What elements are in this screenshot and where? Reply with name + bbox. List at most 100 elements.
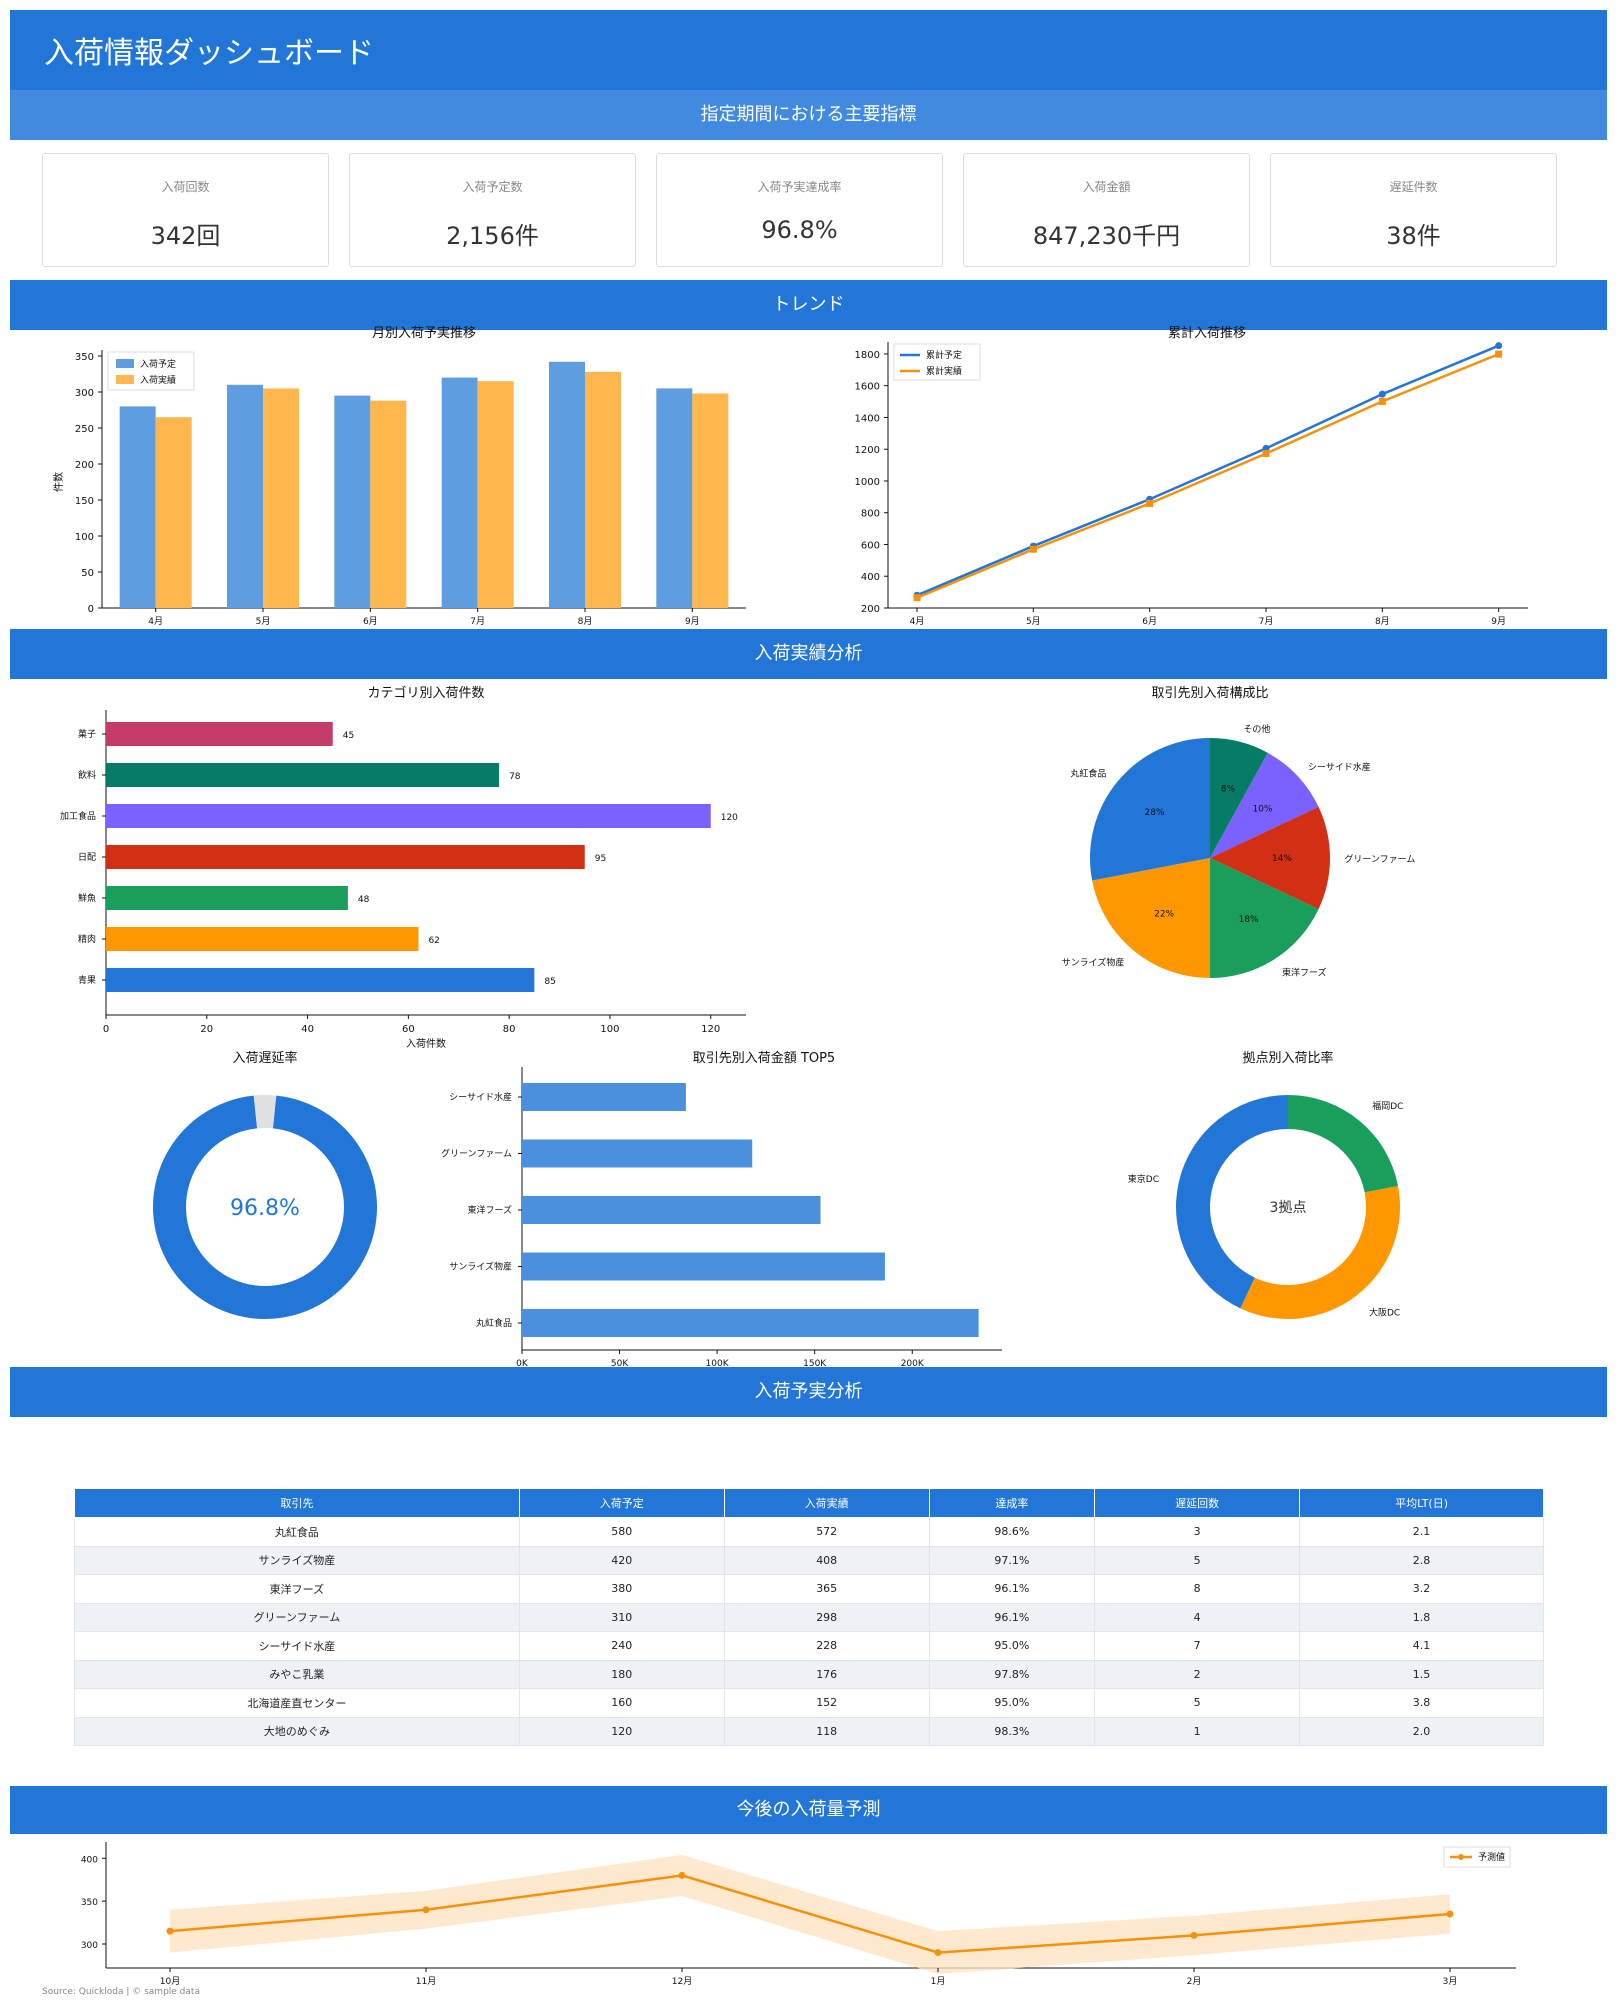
data-label: 45 <box>343 731 354 741</box>
bar <box>522 1309 979 1337</box>
y-tick-label: 1600 <box>855 382 880 393</box>
series-line <box>169 1874 1451 1954</box>
kpi-card: 入荷予定数 2,156件 <box>349 153 636 267</box>
segment-label: 大阪DC <box>1369 1306 1400 1318</box>
table-cell: 8 <box>1094 1574 1301 1604</box>
data-point <box>166 1927 174 1935</box>
slice-label: 東洋フーズ <box>1282 966 1327 978</box>
category-bar-chart: カテゴリ別入荷件数 45 菓子 78 飲料 120 加工食品 95 日配 48 鮮魚 62 精肉 85 青果… <box>60 685 746 1050</box>
delay-rate-donut-chart: 入荷遅延率 96.8% <box>153 1050 377 1319</box>
segment-label: 福岡DC <box>1372 1100 1403 1112</box>
slice-percent-label: 18% <box>1239 915 1259 925</box>
table-cell: 365 <box>723 1574 930 1604</box>
bar <box>522 1083 686 1111</box>
table-cell: 180 <box>518 1659 725 1689</box>
table-cell: 5 <box>1094 1688 1301 1718</box>
title-bar: 入荷情報ダッシュボード <box>10 10 1607 90</box>
section-header-forecast: 今後の入荷量予測 <box>10 1786 1607 1834</box>
x-axis-label: 入荷件数 <box>406 1037 446 1050</box>
table-cell: 丸紅食品 <box>74 1517 520 1547</box>
bar <box>441 377 478 608</box>
bar <box>263 388 299 608</box>
data-point <box>1446 1910 1454 1918</box>
chart-title: 取引先別入荷構成比 <box>1151 686 1268 701</box>
kpi-card: 入荷回数 342回 <box>42 153 329 267</box>
slice-label: シーサイド水産 <box>1308 761 1371 773</box>
slice-percent-label: 8% <box>1221 784 1236 794</box>
kpi-value: 847,230千円 <box>1032 222 1181 250</box>
table-cell: 東洋フーズ <box>74 1574 520 1604</box>
x-tick-label: 1月 <box>931 1976 946 1987</box>
supplier-table: 取引先 入荷予定 入荷実績 達成率 遅延回数 平均LT(日) 丸紅食品 580 … <box>74 1488 1544 1746</box>
x-tick-label: 7月 <box>470 616 485 627</box>
table-cell: 2.1 <box>1299 1517 1544 1547</box>
data-point <box>1495 342 1503 350</box>
table-cell: 98.3% <box>928 1716 1096 1746</box>
y-tick-label: 400 <box>861 572 880 583</box>
segment-label: 東京DC <box>1128 1173 1159 1185</box>
data-point <box>678 1871 686 1879</box>
pie-slice <box>1210 806 1330 910</box>
data-point <box>913 594 921 602</box>
table-header-cell: 入荷予定 <box>518 1488 725 1518</box>
legend-label: 累計予定 <box>926 349 962 361</box>
table-header-cell: 達成率 <box>928 1488 1096 1518</box>
slice-percent-label: 28% <box>1145 808 1165 818</box>
bar <box>106 886 348 910</box>
x-tick-label: 2月 <box>1187 1976 1202 1987</box>
y-tick-label: 日配 <box>78 852 96 863</box>
table-cell: 572 <box>723 1517 930 1547</box>
pie-slice <box>1210 858 1319 978</box>
table-row: サンライズ物産 420 408 97.1% 5 2.8 <box>74 1545 1544 1575</box>
y-tick-label: 1200 <box>855 445 880 456</box>
kpi-card: 遅延件数 38件 <box>1270 153 1557 267</box>
series-line <box>916 344 1500 597</box>
data-point <box>1495 350 1503 358</box>
donut-segment <box>1288 1095 1399 1193</box>
y-tick-label: グリーンファーム <box>441 1148 512 1160</box>
bar <box>106 804 711 828</box>
series-line <box>916 352 1500 599</box>
slice-label: 丸紅食品 <box>1070 767 1106 779</box>
section-header-kpi: 指定期間における主要指標 <box>10 90 1607 140</box>
kpi-label: 遅延件数 <box>1389 180 1438 194</box>
donut-center-label: 96.8% <box>230 1196 300 1221</box>
table-row: みやこ乳業 180 176 97.8% 2 1.5 <box>74 1659 1544 1689</box>
table-cell: 5 <box>1094 1545 1301 1575</box>
x-tick-label: 6月 <box>363 616 378 627</box>
table-cell: 97.1% <box>928 1545 1096 1575</box>
y-tick-label: 400 <box>81 1855 98 1865</box>
kpi-value: 96.8% <box>761 216 838 244</box>
x-tick-label: 20 <box>200 1024 213 1035</box>
x-tick-label: 0K <box>516 1359 529 1369</box>
table-cell: 176 <box>723 1659 930 1689</box>
section-header-plan-vs-actual: 入荷予実分析 <box>10 1367 1607 1417</box>
table-cell: 96.1% <box>928 1602 1096 1632</box>
x-tick-label: 50K <box>611 1359 629 1369</box>
table-cell: 4.1 <box>1299 1631 1544 1661</box>
bar <box>119 406 156 608</box>
bar <box>477 381 514 608</box>
table-cell: 120 <box>518 1716 725 1746</box>
y-tick-label: 300 <box>75 388 94 399</box>
y-tick-label: 鮮魚 <box>78 892 96 904</box>
legend-label: 入荷実績 <box>140 374 176 386</box>
table-cell: 580 <box>518 1517 725 1547</box>
y-tick-label: 1400 <box>855 413 880 424</box>
y-tick-label: 0 <box>88 604 94 615</box>
x-tick-label: 120 <box>701 1024 720 1035</box>
data-point <box>934 1949 942 1957</box>
kpi-card: 入荷予実達成率 96.8% <box>656 153 943 267</box>
x-tick-label: 0 <box>103 1024 109 1035</box>
y-tick-label: 800 <box>861 509 880 520</box>
chart-title: 取引先別入荷金額 TOP5 <box>693 1050 835 1066</box>
data-label: 95 <box>595 854 606 864</box>
y-tick-label: 350 <box>81 1898 98 1908</box>
table-cell: 97.8% <box>928 1659 1096 1689</box>
kpi-label: 入荷回数 <box>161 180 210 194</box>
table-cell: 3.2 <box>1299 1574 1544 1604</box>
table-cell: 1.5 <box>1299 1659 1544 1689</box>
table-header-cell: 入荷実績 <box>723 1488 930 1518</box>
data-label: 120 <box>721 813 738 823</box>
